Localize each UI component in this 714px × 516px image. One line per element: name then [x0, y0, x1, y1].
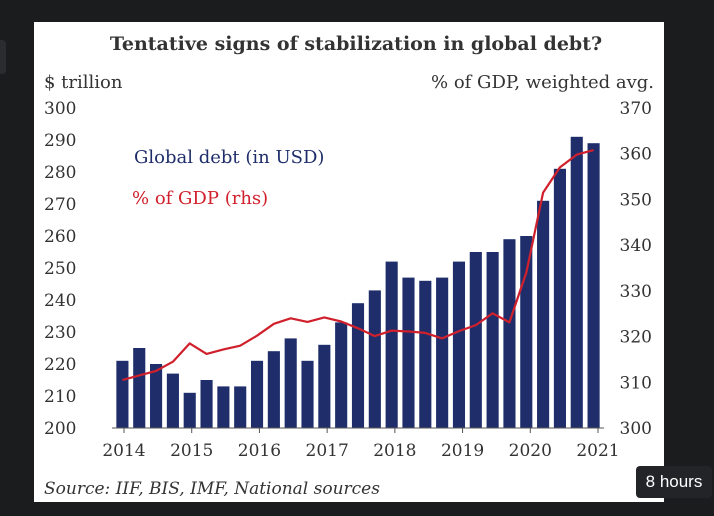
debt-bar	[385, 261, 398, 428]
debt-bar	[351, 303, 365, 428]
debt-bar	[537, 200, 550, 428]
y2-axis-ticks: 300 310 320 330 340 350 360 370	[620, 99, 652, 439]
y2-tick-label: 360	[620, 145, 652, 165]
y-tick-label: 280	[44, 163, 76, 183]
y2-tick-label: 330	[620, 282, 652, 302]
x-tick-label: 2015	[170, 441, 213, 461]
debt-bar	[419, 280, 432, 428]
debt-bar	[150, 364, 163, 428]
y2-tick-label: 350	[620, 190, 652, 210]
x-tick-label: 2016	[238, 441, 281, 461]
y-tick-label: 300	[44, 99, 76, 119]
y2-tick-label: 340	[620, 236, 652, 256]
y-axis-label: $ trillion	[44, 72, 123, 93]
y-tick-label: 260	[44, 227, 76, 247]
debt-bar	[553, 168, 566, 429]
x-tick-label: 2019	[441, 441, 484, 461]
x-tick-label: 2021	[576, 441, 619, 461]
debt-bar	[436, 277, 449, 428]
x-tick-label: 2014	[102, 441, 145, 461]
x-tick-label: 2020	[509, 441, 552, 461]
debt-bar	[116, 360, 129, 428]
debt-bar	[486, 252, 499, 428]
debt-bar	[520, 236, 533, 428]
debt-bar	[570, 136, 583, 429]
debt-bar	[301, 360, 314, 428]
y-tick-label: 240	[44, 291, 76, 311]
chart-card: Tentative signs of stabilization in glob…	[34, 22, 664, 502]
x-axis-ticks: 2014 2015 2016 2017 2018 2019 2020 2021	[102, 428, 620, 461]
chart-title: Tentative signs of stabilization in glob…	[110, 33, 602, 55]
debt-bar	[284, 338, 297, 428]
legend-debt: Global debt (in USD)	[134, 147, 324, 168]
debt-bar	[469, 252, 482, 428]
y-tick-label: 200	[44, 419, 76, 439]
y2-tick-label: 370	[620, 99, 652, 119]
time-badge: 8 hours	[636, 466, 712, 498]
source-note: Source: IIF, BIS, IMF, National sources	[44, 479, 380, 499]
debt-bar	[335, 322, 348, 428]
y2-tick-label: 310	[620, 373, 652, 393]
legend-gdp: % of GDP (rhs)	[132, 188, 268, 209]
debt-bar	[452, 261, 466, 428]
gdp-line-series	[122, 149, 594, 382]
debt-bar	[267, 351, 280, 428]
debt-bar	[503, 239, 516, 428]
y-axis-ticks: 200 210 220 230 240 250 260 270 280 290 300	[44, 99, 76, 439]
debt-bar	[250, 360, 264, 428]
y-tick-label: 210	[44, 387, 76, 407]
bar-series	[116, 136, 600, 429]
debt-bar	[183, 392, 196, 428]
debt-bar	[133, 348, 146, 428]
chart-plot: Tentative signs of stabilization in glob…	[44, 33, 654, 499]
debt-bar	[368, 290, 381, 428]
x-tick-label: 2017	[306, 441, 349, 461]
debt-bar	[217, 386, 230, 428]
y-tick-label: 230	[44, 323, 76, 343]
y-tick-label: 220	[44, 355, 76, 375]
debt-bar	[200, 380, 213, 428]
y2-axis-label: % of GDP, weighted avg.	[431, 72, 654, 93]
y2-tick-label: 320	[620, 328, 652, 348]
debt-bar	[587, 143, 600, 428]
debt-bar	[402, 277, 415, 428]
debt-bar	[318, 344, 331, 428]
y-tick-label: 250	[44, 259, 76, 279]
x-tick-label: 2018	[373, 441, 416, 461]
debt-bar	[234, 386, 247, 428]
y-tick-label: 290	[44, 131, 76, 151]
debt-bar	[166, 373, 179, 428]
y2-tick-label: 300	[620, 419, 652, 439]
left-edge-tab	[0, 40, 6, 74]
y-tick-label: 270	[44, 195, 76, 215]
